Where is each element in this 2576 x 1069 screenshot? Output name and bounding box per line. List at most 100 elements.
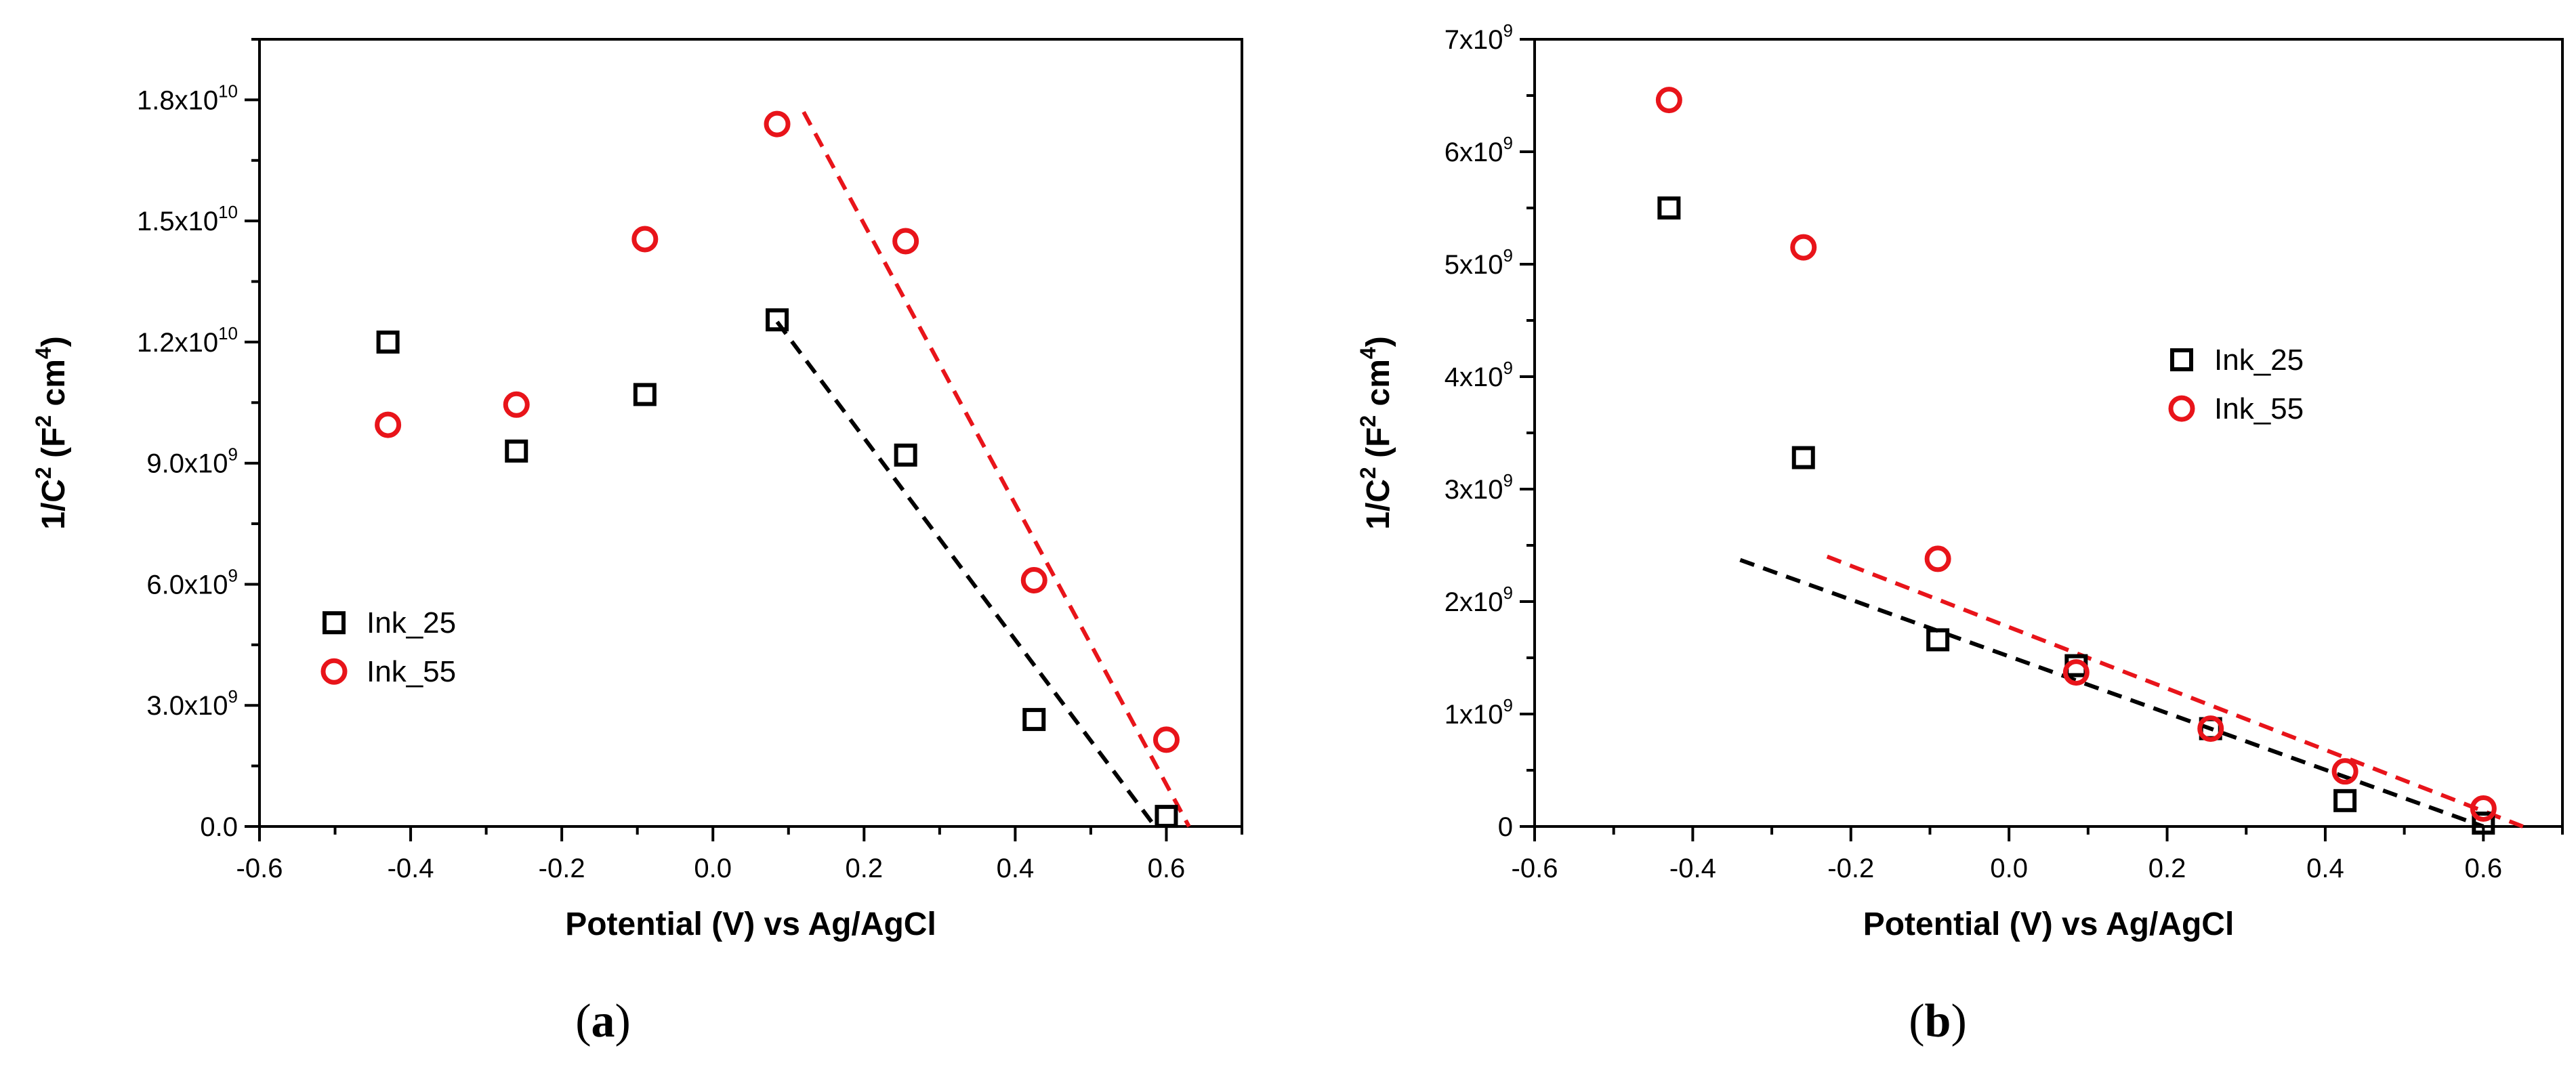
panel-a-y-tick-mantissa: 6.0x10 — [146, 570, 228, 600]
panel-b-y-tick-mantissa: 2x10 — [1445, 587, 1503, 617]
panel-a-legend-ink-55-marker — [320, 658, 348, 685]
panel-a-legend-ink-25-label: Ink_25 — [367, 606, 456, 640]
panel-a-ink-25-point — [633, 383, 657, 406]
panel-a-ink-25-fit-line — [775, 320, 1157, 828]
panel-b-y-tick-exponent: 9 — [1503, 695, 1513, 715]
panel-b-y-axis-title: 1/C2 (F2 cm4) — [1356, 336, 1396, 529]
panel-b-x-tick-label: 0.2 — [2148, 854, 2186, 883]
panel-a-y-tick-mantissa: 1.5x10 — [137, 207, 218, 236]
panel-b-ink-55-point — [1655, 87, 1682, 114]
panel-a-ink-55-point — [1152, 726, 1180, 753]
panel-b-ink-55-point — [2062, 659, 2090, 686]
panel-b-label-letter: b — [1925, 995, 1951, 1047]
panel-b-y-tick-exponent: 9 — [1503, 583, 1513, 603]
panel-b-plot-frame — [1533, 38, 2564, 828]
panel-b-y-title-part: ) — [1360, 336, 1396, 347]
panel-a-y-title-sup: 4 — [31, 347, 56, 359]
panel-b-y-tick-mantissa: 0 — [1498, 812, 1513, 842]
panel-b-y-tick-mantissa: 5x10 — [1445, 250, 1503, 280]
panel-a-ink-55-point — [764, 110, 791, 138]
panel-b-y-title-sup: 2 — [1356, 415, 1380, 427]
panel-a-y-tick-mantissa: 1.2x10 — [137, 328, 218, 358]
panel-b-x-tick-label: -0.4 — [1669, 854, 1716, 883]
panel-b-label-paren: ) — [1951, 995, 1966, 1047]
panel-a-y-tick-mantissa: 0.0 — [200, 812, 238, 842]
panel-b-y-tick-exponent: 9 — [1503, 133, 1513, 153]
panel-b-y-title-part: (F — [1360, 427, 1396, 467]
panel-a-label: (a) — [575, 995, 631, 1047]
panel-a-x-axis-title: Potential (V) vs Ag/AgCl — [565, 906, 936, 942]
panel-b-y-tick-label: 1x109 — [1445, 695, 1513, 730]
panel-a-ink-25-point — [376, 330, 400, 354]
panel-a-y-tick-mantissa: 1.8x10 — [137, 85, 218, 115]
panel-b-ink-25-point — [2333, 789, 2357, 812]
panel-b-ink-55-point — [2470, 795, 2497, 822]
panel-b-label-paren: ( — [1909, 995, 1924, 1047]
panel-a-ink-25-point — [505, 439, 528, 463]
panel-b-ink-55-fit-line — [1826, 554, 2524, 829]
panel-b-ink-25-point — [2472, 812, 2495, 835]
panel-b-y-tick-label: 3x109 — [1445, 470, 1513, 505]
panel-a-y-tick-exponent: 10 — [218, 81, 238, 101]
panel-a-x-tick-label: 0.4 — [997, 854, 1035, 883]
panel-a-label-letter: a — [591, 995, 615, 1047]
panel-b-y-tick-label: 4x109 — [1445, 358, 1513, 392]
panel-a: -0.6 -0.4 -0.2 0.0 0.2 0.4 0.60.03.0x1096.0x10… — [31, 38, 1243, 1047]
panel-b-y-title-part: cm — [1360, 359, 1396, 415]
panel-a-y-tick-exponent: 9 — [228, 565, 238, 585]
panel-a-y-tick-label: 1.2x1010 — [137, 323, 238, 358]
panel-a-y-tick-exponent: 9 — [228, 444, 238, 465]
panel-b-x-tick-label: 0.4 — [2306, 854, 2344, 883]
panel-b-y-tick-label: 0 — [1498, 812, 1513, 842]
panel-b-y-tick-exponent: 9 — [1503, 245, 1513, 266]
panel-b-ink-55-point — [1790, 234, 1817, 261]
panel-a-label-paren: ( — [575, 995, 591, 1047]
panel-a-y-tick-label: 1.5x1010 — [137, 202, 238, 236]
panel-a-y-tick-exponent: 9 — [228, 686, 238, 707]
panel-b-legend-ink-25-label: Ink_25 — [2214, 343, 2304, 377]
panel-b-y-tick-mantissa: 6x10 — [1445, 138, 1503, 167]
panel-b-y-tick-label: 2x109 — [1445, 583, 1513, 617]
panel-b-y-title-part: 1/C — [1360, 479, 1396, 530]
panel-b-y-tick-mantissa: 7x10 — [1445, 25, 1503, 55]
panel-a-y-title-part: (F — [36, 427, 72, 467]
panel-a-legend-ink-25-marker — [323, 611, 346, 635]
panel-a-y-tick-exponent: 10 — [218, 202, 238, 222]
panel-a-y-tick-exponent: 10 — [218, 323, 238, 343]
panel-a-y-axis-title: 1/C2 (F2 cm4) — [31, 336, 72, 529]
panel-a-ink-55-point — [1020, 567, 1047, 594]
panel-a-ink-25-point — [894, 443, 917, 467]
panel-a-x-tick-label: -0.6 — [236, 854, 283, 883]
panel-a-y-tick-mantissa: 9.0x10 — [146, 449, 228, 479]
panel-b-x-tick-label: 0.6 — [2465, 854, 2503, 883]
panel-a-y-tick-mantissa: 3.0x10 — [146, 691, 228, 721]
panel-b-y-tick-label: 7x109 — [1445, 20, 1513, 55]
panel-b-x-tick-label: -0.2 — [1827, 854, 1874, 883]
panel-b-y-title-sup: 4 — [1356, 347, 1380, 359]
panel-b-y-tick-mantissa: 3x10 — [1445, 475, 1503, 505]
panel-b-x-axis-title: Potential (V) vs Ag/AgCl — [1863, 906, 2235, 942]
panel-b-x-tick-label: 0.0 — [1990, 854, 2028, 883]
panel-a-legend-ink-55-label: Ink_55 — [367, 655, 456, 688]
panel-b-ink-25-fit-line — [1739, 558, 2485, 829]
panel-a-y-tick-label: 3.0x109 — [146, 686, 238, 721]
panel-b-ink-55-point — [2331, 758, 2359, 785]
panel-a-y-title-part: cm — [36, 359, 72, 415]
panel-b-label: (b) — [1909, 995, 1967, 1047]
panel-a-y-tick-label: 9.0x109 — [146, 444, 238, 479]
panel-a-x-tick-label: 0.6 — [1148, 854, 1186, 883]
panel-b-y-tick-label: 6x109 — [1445, 133, 1513, 167]
panel-b-x-tick-label: -0.6 — [1512, 854, 1558, 883]
panel-a-y-title-part: ) — [36, 336, 72, 347]
panel-a-y-tick-label: 6.0x109 — [146, 565, 238, 600]
panel-b-legend-ink-55-marker — [2168, 395, 2195, 422]
panel-a-label-paren: ) — [615, 995, 631, 1047]
panel-b: -0.6 -0.4 -0.2 0.0 0.2 0.4 0.601x1092x1093x109… — [1356, 20, 2564, 1047]
panel-a-ink-55-point — [631, 226, 659, 253]
panel-a-y-tick-label: 1.8x1010 — [137, 81, 238, 115]
panel-b-y-tick-label: 5x109 — [1445, 245, 1513, 280]
panel-a-x-tick-label: 0.2 — [846, 854, 884, 883]
panel-b-ink-25-point — [1657, 196, 1681, 219]
